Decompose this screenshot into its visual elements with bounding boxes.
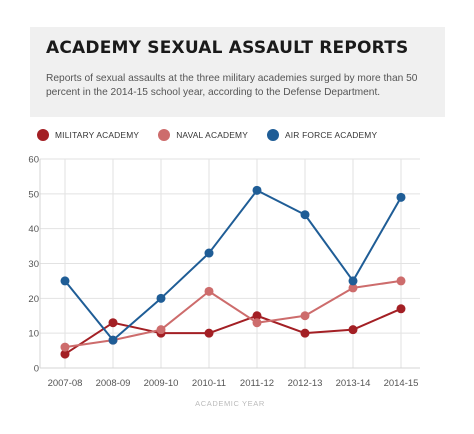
series-line-military-academy [64, 307, 402, 355]
legend-item-air-force: AIR FORCE ACADEMY [266, 129, 378, 141]
legend-label-air-force: AIR FORCE ACADEMY [284, 130, 378, 140]
chart-subtitle: Reports of sexual assaults at the three … [46, 73, 418, 98]
data-point-air-force-academy [396, 192, 406, 202]
x-axis-title: ACADEMIC YEAR [195, 399, 265, 408]
y-tick-label: 50 [28, 189, 39, 200]
x-tick-label: 2014-15 [384, 378, 419, 389]
x-tick-label: 2007-08 [48, 378, 83, 389]
data-point-military-academy [108, 318, 118, 328]
data-point-naval-academy [300, 311, 310, 321]
series-line-air-force-academy [64, 189, 402, 342]
data-point-naval-academy [348, 283, 358, 293]
data-point-air-force-academy [60, 276, 70, 286]
x-tick-label: 2013-14 [336, 378, 371, 389]
data-point-air-force-academy [108, 335, 118, 345]
data-point-naval-academy [60, 342, 70, 352]
data-point-naval-academy [396, 276, 406, 286]
x-tick-label: 2010-11 [192, 378, 226, 389]
legend-marker-naval [158, 129, 171, 141]
data-point-air-force-academy [156, 293, 166, 303]
legend-marker-military [37, 129, 49, 141]
y-tick-label: 10 [28, 329, 39, 340]
data-point-air-force-academy [252, 185, 262, 195]
data-point-military-academy [348, 325, 358, 335]
chart-title: ACADEMY SEXUAL ASSAULT REPORTS [46, 38, 409, 58]
data-point-air-force-academy [204, 248, 214, 258]
x-tick-label: 2009-10 [144, 378, 179, 389]
series-line-naval-academy [64, 279, 402, 349]
legend-item-naval: NAVAL ACADEMY [158, 129, 248, 141]
y-tick-label: 40 [28, 224, 39, 235]
legend-label-naval: NAVAL ACADEMY [176, 130, 248, 140]
legend-item-military: MILITARY ACADEMY [37, 129, 139, 141]
y-tick-label: 30 [28, 259, 39, 270]
data-point-air-force-academy [300, 210, 310, 220]
data-point-air-force-academy [348, 276, 358, 286]
data-point-naval-academy [156, 325, 166, 335]
x-tick-label: 2008-09 [96, 378, 131, 389]
data-point-naval-academy [204, 286, 214, 296]
data-point-naval-academy [252, 318, 262, 328]
legend-marker-air-force [266, 129, 279, 141]
chart-header: ACADEMY SEXUAL ASSAULT REPORTS Reports o… [30, 27, 445, 117]
data-point-military-academy [396, 304, 406, 314]
data-point-military-academy [204, 328, 214, 338]
y-tick-label: 60 [28, 155, 39, 166]
y-tick-label: 0 [34, 364, 39, 375]
data-point-military-academy [300, 328, 310, 338]
chart-legend: MILITARY ACADEMY NAVAL ACADEMY AIR FORCE… [37, 127, 396, 143]
x-tick-label: 2012-13 [288, 378, 323, 389]
y-tick-label: 20 [28, 294, 39, 305]
data-point-military-academy [252, 311, 262, 321]
legend-label-military: MILITARY ACADEMY [55, 130, 140, 140]
data-point-military-academy [60, 349, 70, 359]
x-tick-label: 2011-12 [240, 378, 274, 389]
